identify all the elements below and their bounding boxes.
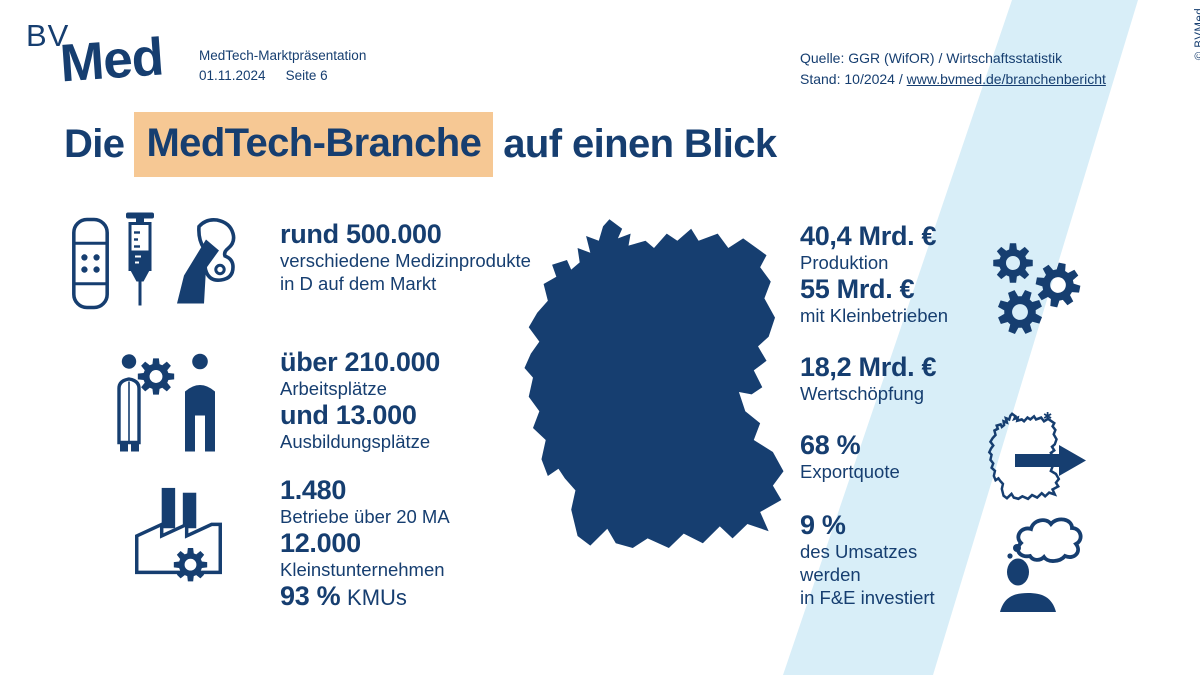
- scientist-with-gear-icon: [117, 354, 175, 452]
- stand-label: Stand: 10/2024 /: [800, 71, 903, 87]
- bandage-icon: [71, 217, 110, 310]
- branchenbericht-link[interactable]: www.bvmed.de/branchenbericht: [906, 71, 1106, 87]
- source-line: Quelle: GGR (WifOR) / Wirtschaftsstatist…: [800, 50, 1063, 66]
- stat-jobs-value1: über 210.000: [280, 347, 441, 377]
- title-post: auf einen Blick: [503, 122, 777, 166]
- syringe-icon: [123, 209, 157, 310]
- stat-jobs-line1: Arbeitsplätze: [280, 378, 387, 399]
- workforce-icons: [113, 351, 218, 452]
- stat-production-line2: mit Kleinbetrieben: [800, 305, 949, 326]
- title-pre: Die: [64, 122, 125, 166]
- stat-rnd-line3: in F&E investiert: [800, 587, 935, 608]
- stat-products-line1: verschiedene Medizinprodukte: [280, 250, 531, 271]
- header-meta: MedTech-Marktpräsentation 01.11.2024 Sei…: [199, 46, 366, 86]
- hip-implant-icon: [172, 213, 244, 312]
- copyright-vertical: © BVMed: [1194, 8, 1200, 60]
- stat-export-value: 68 %: [800, 430, 861, 460]
- germany-map: [516, 212, 792, 560]
- stat-production: 40,4 Mrd. € Produktion 55 Mrd. € mit Kle…: [800, 221, 948, 327]
- stat-production-line1: Produktion: [800, 252, 889, 273]
- stat-jobs-line2: Ausbildungsplätze: [280, 431, 431, 452]
- stat-export: 68 % Exportquote: [800, 430, 900, 483]
- map-star-mark: ✱: [1043, 411, 1052, 423]
- stat-rnd-line1: des Umsatzes: [800, 541, 918, 562]
- logo-bv: BV: [26, 18, 70, 53]
- stat-value-added-line: Wertschöpfung: [800, 383, 925, 404]
- stat-rnd: 9 % des Umsatzes werden in F&E investier…: [800, 510, 935, 609]
- stat-rnd-value: 9 %: [800, 510, 846, 540]
- stat-export-line: Exportquote: [800, 461, 900, 482]
- stat-products: rund 500.000 verschiedene Medizinprodukt…: [280, 219, 531, 295]
- stat-jobs-value2: und 13.000: [280, 400, 417, 430]
- businessperson-icon: [185, 353, 215, 452]
- stat-companies-value3: 93 %: [280, 581, 341, 611]
- stat-value-added: 18,2 Mrd. € Wertschöpfung: [800, 352, 937, 405]
- presentation-title: MedTech-Marktpräsentation: [199, 48, 367, 63]
- stat-products-value: rund 500.000: [280, 219, 442, 249]
- page-title: Die MedTech-Branche auf einen Blick: [64, 112, 777, 177]
- bvmed-logo: BV Med: [26, 16, 186, 94]
- germany-export-arrow-icon: ✱: [985, 410, 1090, 505]
- gears-icon: [990, 242, 1085, 337]
- factory-icon: [131, 486, 226, 582]
- export-arrow: [1015, 445, 1086, 476]
- stat-companies: 1.480 Betriebe über 20 MA 12.000 Kleinst…: [280, 475, 450, 613]
- person-bust: [1000, 558, 1056, 612]
- stat-companies-value1: 1.480: [280, 475, 347, 505]
- person-thought-cloud-icon: [988, 510, 1084, 612]
- thought-cloud: [1016, 517, 1083, 563]
- stat-companies-line3: KMUs: [347, 585, 407, 610]
- stat-companies-value2: 12.000: [280, 528, 361, 558]
- stat-production-value2: 55 Mrd. €: [800, 274, 915, 304]
- stat-jobs: über 210.000 Arbeitsplätze und 13.000 Au…: [280, 347, 440, 453]
- stat-companies-line2: Kleinstunternehmen: [280, 559, 445, 580]
- stat-products-line2: in D auf dem Markt: [280, 273, 437, 294]
- stat-rnd-line2: werden: [800, 564, 861, 585]
- source-block: Quelle: GGR (WifOR) / Wirtschaftsstatist…: [800, 48, 1106, 90]
- stat-companies-line1: Betriebe über 20 MA: [280, 506, 450, 527]
- logo-med: Med: [58, 27, 165, 94]
- stat-value-added-value: 18,2 Mrd. €: [800, 352, 937, 382]
- title-highlighted: MedTech-Branche: [134, 112, 494, 177]
- stat-production-value1: 40,4 Mrd. €: [800, 221, 937, 251]
- page-number: Seite 6: [285, 68, 328, 83]
- presentation-date: 01.11.2024: [199, 68, 266, 83]
